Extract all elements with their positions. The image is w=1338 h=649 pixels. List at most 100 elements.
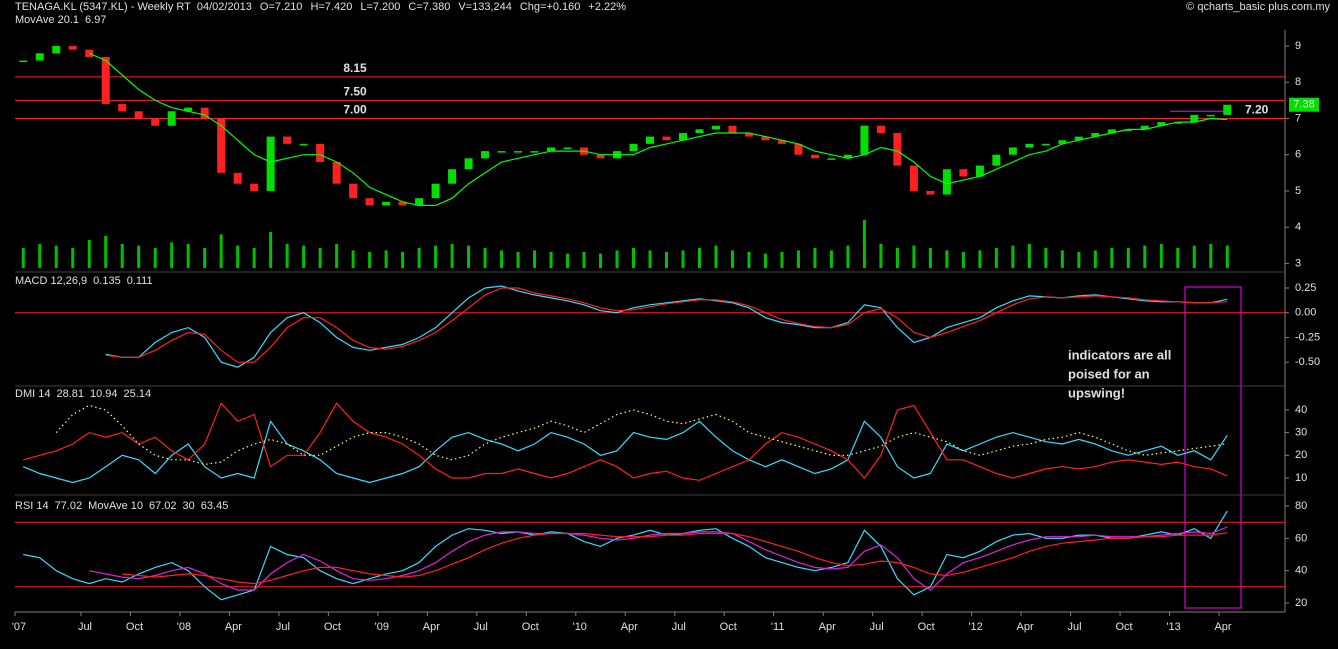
y-tick-label: 7	[1295, 112, 1301, 124]
volume-bar	[813, 248, 817, 268]
volume-bar	[318, 248, 322, 268]
volume-bar	[1143, 245, 1147, 268]
candle-body	[662, 136, 671, 141]
volume-bar	[71, 248, 75, 268]
volume-bar	[21, 248, 25, 268]
candle-body	[1074, 136, 1083, 141]
x-tick-label: '07	[12, 621, 26, 633]
y-tick-label: -0.50	[1295, 356, 1320, 368]
candle-body	[728, 125, 737, 133]
x-tick-label: Oct	[126, 621, 143, 633]
volume-bar	[862, 220, 866, 268]
candle-body	[909, 165, 918, 191]
volume-bar	[38, 244, 42, 268]
legend-value: 0.111	[127, 275, 153, 287]
candle-body	[415, 198, 424, 206]
candle-body	[646, 136, 654, 144]
volume-bar	[1192, 245, 1196, 268]
candle-body	[1140, 125, 1149, 130]
last-price-box	[1289, 97, 1319, 112]
volume-bar	[384, 250, 388, 268]
annotation: poised for an	[1068, 366, 1150, 381]
volume-bar	[978, 250, 982, 268]
volume-bar	[1110, 248, 1114, 268]
x-tick-label: Apr	[423, 621, 440, 633]
volume-bar	[1126, 248, 1130, 268]
volume-bar	[714, 245, 718, 268]
candle-body	[200, 107, 209, 119]
x-tick-label: Apr	[225, 621, 242, 633]
candle-body	[530, 151, 539, 153]
volume-bar	[566, 253, 570, 268]
volume-bar	[269, 232, 273, 268]
y-tick-label: 0.00	[1295, 307, 1316, 319]
candle-body	[1190, 114, 1199, 123]
volume-bar	[203, 248, 207, 268]
legend-value: 25.14	[124, 388, 152, 400]
volume-bar	[763, 253, 767, 268]
volume-bar	[994, 248, 998, 268]
x-tick-label: '12	[968, 621, 982, 633]
legend-value: 77.02	[55, 500, 83, 512]
highlight-box	[1184, 286, 1242, 609]
candle-body	[1025, 143, 1034, 148]
series-line	[89, 526, 1228, 591]
legend-value: 10.94	[90, 388, 118, 400]
volume-bar	[170, 242, 174, 268]
volume-bar	[252, 248, 256, 268]
x-tick-label: '09	[375, 621, 389, 633]
legend-value: 63.45	[201, 500, 229, 512]
candle-body	[810, 154, 819, 159]
volume-bar	[1176, 248, 1180, 268]
x-tick-label: Jul	[870, 621, 884, 633]
volume-bar	[335, 244, 339, 268]
legend-name: 30	[183, 500, 195, 512]
candle-body	[316, 143, 325, 162]
candle-body	[1206, 114, 1215, 117]
series-line	[23, 402, 1228, 481]
x-tick-label: Apr	[1017, 621, 1034, 633]
volume-bar	[582, 252, 586, 268]
volume-bar	[648, 250, 652, 268]
y-tick-label: 80	[1295, 500, 1307, 512]
volume-bar	[846, 245, 850, 268]
x-tick-label: Jul	[276, 621, 290, 633]
candle-body	[497, 151, 506, 153]
candle-body	[1091, 132, 1100, 137]
y-tick-label: 0.25	[1295, 282, 1316, 294]
candle-body	[695, 129, 704, 133]
volume-bar	[912, 245, 916, 268]
source-credit: © qcharts_basic plus.com.my	[1186, 1, 1330, 13]
x-tick-label: Oct	[522, 621, 539, 633]
candle-body	[1058, 140, 1067, 144]
y-tick-label: 60	[1295, 532, 1307, 544]
candle-body	[1173, 122, 1182, 124]
y-tick-label: 10	[1295, 472, 1307, 484]
volume-bar	[1011, 245, 1015, 268]
volume-bar	[533, 250, 537, 268]
candle-body	[1124, 129, 1133, 131]
last-price-label: 7.38	[1293, 99, 1314, 111]
x-tick-label: Oct	[324, 621, 341, 633]
y-tick-label: 3	[1295, 257, 1301, 269]
candle-body	[893, 132, 902, 166]
x-tick-label: Apr	[621, 621, 638, 633]
quote-value: O=7.210	[260, 1, 303, 13]
volume-bar	[697, 248, 701, 268]
volume-bar	[417, 248, 421, 268]
marker-label: 7.20	[1245, 102, 1269, 116]
candle-body	[860, 125, 869, 155]
series-line	[55, 404, 1228, 466]
quote-value: L=7.200	[360, 1, 400, 13]
y-tick-label: 40	[1295, 565, 1307, 577]
volume-bar	[1044, 248, 1048, 268]
candle-body	[629, 143, 638, 152]
y-tick-label: 40	[1295, 404, 1307, 416]
candle-body	[431, 183, 440, 199]
quote-value: +2.22%	[588, 1, 626, 13]
panel-label: RSI 14	[15, 500, 49, 512]
candle-body	[464, 158, 473, 170]
candle-body	[398, 201, 407, 206]
volume-bar	[467, 245, 471, 268]
